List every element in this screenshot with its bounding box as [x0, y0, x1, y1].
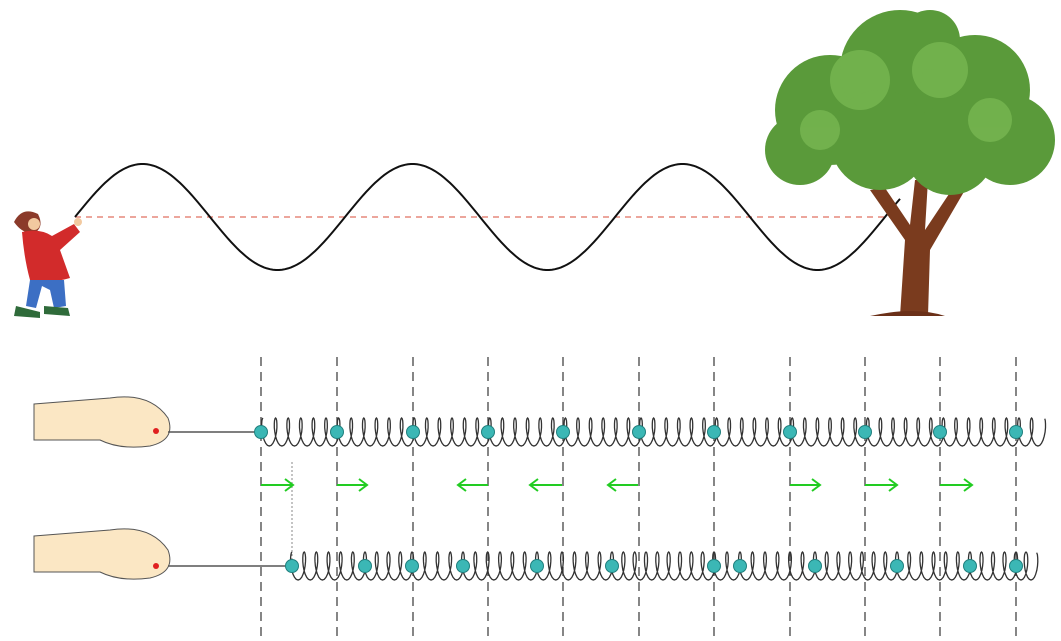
person — [14, 211, 82, 318]
particle — [1010, 560, 1023, 573]
spring-diagram — [255, 357, 1046, 641]
particle — [1010, 426, 1023, 439]
displacement-arrow — [458, 479, 488, 491]
particle — [557, 426, 570, 439]
displacement-arrow — [337, 479, 367, 491]
particle — [331, 426, 344, 439]
particle — [531, 560, 544, 573]
particle — [457, 560, 470, 573]
particle — [255, 426, 268, 439]
particle — [482, 426, 495, 439]
particle — [891, 560, 904, 573]
displacement-arrow — [530, 479, 562, 491]
hand-bottom — [34, 529, 292, 579]
displacement-arrow — [940, 479, 972, 491]
tree — [765, 10, 1055, 316]
particle — [708, 426, 721, 439]
particle — [734, 560, 747, 573]
particle — [934, 426, 947, 439]
particle — [784, 426, 797, 439]
particle — [359, 560, 372, 573]
diagram — [0, 0, 1061, 641]
particle — [859, 426, 872, 439]
particle — [708, 560, 721, 573]
particle — [964, 560, 977, 573]
particle — [407, 426, 420, 439]
spring-coil — [262, 418, 1046, 446]
displacement-arrow — [790, 479, 820, 491]
particle — [406, 560, 419, 573]
particle — [633, 426, 646, 439]
particle — [809, 560, 822, 573]
particle — [606, 560, 619, 573]
displacement-arrow — [865, 479, 897, 491]
displacement-arrow — [608, 479, 638, 491]
particle — [286, 560, 299, 573]
spring-coil — [291, 552, 1038, 580]
hand-top — [34, 397, 261, 447]
displacement-arrow — [261, 479, 293, 491]
